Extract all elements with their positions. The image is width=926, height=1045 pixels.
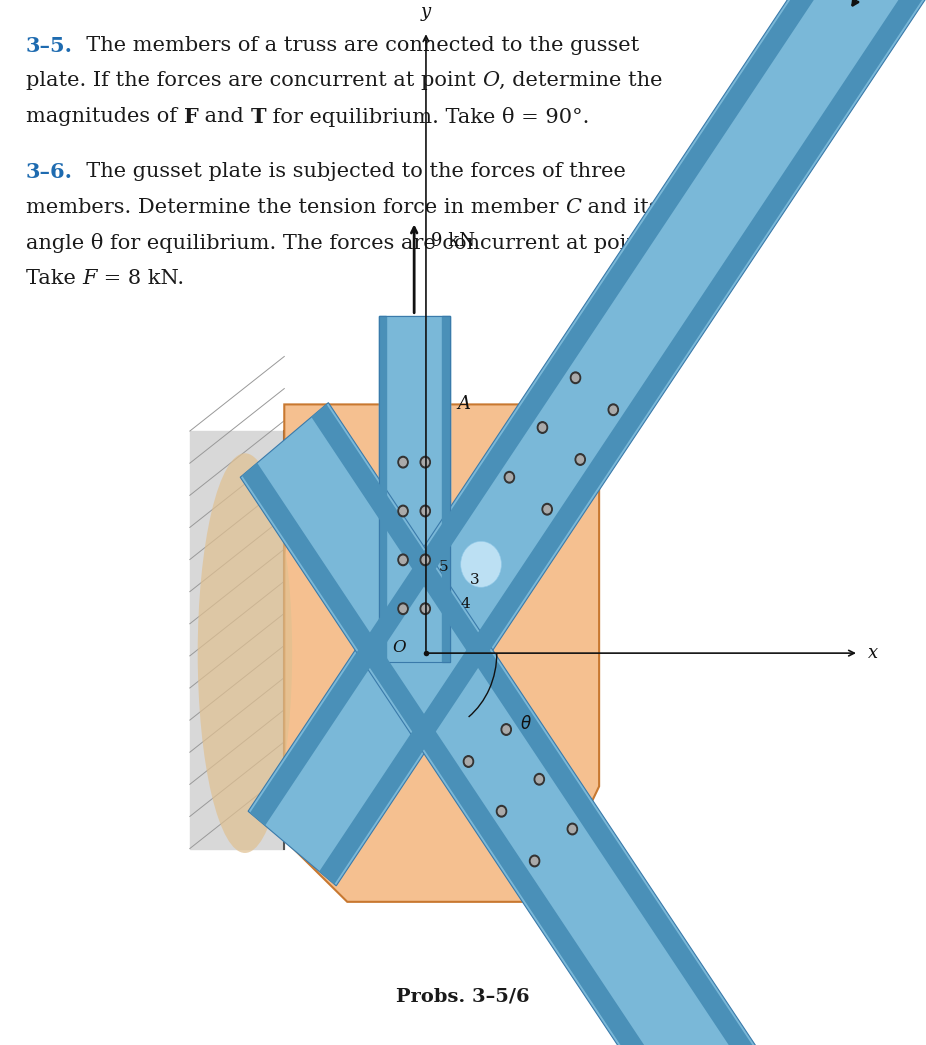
Polygon shape [284,404,599,902]
Circle shape [400,605,407,612]
Circle shape [398,457,408,468]
Circle shape [537,422,547,434]
Text: 3–5.: 3–5. [26,36,73,55]
Text: The gusset plate is subjected to the forces of three: The gusset plate is subjected to the for… [73,162,626,181]
Circle shape [496,806,507,817]
Circle shape [505,471,515,483]
Text: angle θ for equilibrium. The forces are concurrent at point: angle θ for equilibrium. The forces are … [26,233,655,253]
Text: A: A [457,395,470,414]
Text: T: T [251,107,267,126]
Text: magnitudes of: magnitudes of [26,107,183,125]
Circle shape [530,855,540,866]
Text: for equilibrium. Take θ = 90°.: for equilibrium. Take θ = 90°. [267,107,590,126]
Text: The members of a truss are connected to the gusset: The members of a truss are connected to … [73,36,639,54]
Circle shape [422,459,429,466]
Circle shape [569,826,576,833]
Circle shape [465,758,471,765]
Polygon shape [190,431,284,849]
Circle shape [420,554,431,565]
Text: members. Determine the tension force in member: members. Determine the tension force in … [26,198,565,216]
Text: Take: Take [26,269,82,287]
Circle shape [400,507,407,515]
Text: F: F [183,107,198,126]
Circle shape [507,473,513,481]
Circle shape [420,457,431,468]
Text: and its: and its [581,198,659,216]
Polygon shape [248,0,926,886]
Circle shape [460,541,501,587]
Circle shape [575,454,585,465]
Circle shape [568,823,578,835]
Text: 9 kN: 9 kN [431,232,475,250]
Ellipse shape [198,454,293,853]
Text: 5: 5 [439,560,448,574]
Circle shape [570,372,581,384]
Polygon shape [311,404,846,1045]
Text: and: and [198,107,251,125]
Text: y: y [421,3,431,21]
Circle shape [572,374,579,381]
Circle shape [503,726,509,734]
Circle shape [534,773,544,785]
Circle shape [610,407,617,414]
Circle shape [463,756,473,767]
Text: $\theta$: $\theta$ [520,715,532,734]
Text: plate. If the forces are concurrent at point: plate. If the forces are concurrent at p… [26,71,482,90]
Circle shape [536,775,543,783]
Text: , determine the: , determine the [499,71,663,90]
Circle shape [422,605,429,612]
Circle shape [539,424,545,432]
Polygon shape [250,0,879,826]
Circle shape [422,507,429,515]
Circle shape [542,504,552,515]
Polygon shape [443,316,450,663]
Circle shape [501,724,511,736]
Circle shape [398,603,408,614]
Circle shape [400,459,407,466]
Text: F: F [82,269,97,287]
Text: O: O [482,71,499,90]
Text: O: O [655,233,672,252]
Text: = 8 kN.: = 8 kN. [97,269,184,287]
Circle shape [532,857,538,864]
Circle shape [398,506,408,516]
Circle shape [544,506,550,513]
Text: x: x [869,644,878,663]
Text: 3: 3 [469,574,479,587]
Circle shape [422,556,429,563]
Polygon shape [242,463,777,1045]
Circle shape [420,506,431,516]
Circle shape [400,556,407,563]
Text: 3–6.: 3–6. [26,162,73,182]
Polygon shape [240,402,848,1045]
Text: O: O [392,640,406,656]
Polygon shape [379,316,450,663]
Text: C: C [565,198,581,216]
Text: Probs. 3–5/6: Probs. 3–5/6 [396,988,530,1005]
Circle shape [608,404,619,416]
Circle shape [498,808,505,815]
Polygon shape [379,316,386,663]
Polygon shape [319,0,926,884]
Text: 4: 4 [460,598,469,611]
Text: .: . [672,233,679,252]
Circle shape [577,456,583,463]
Circle shape [398,554,408,565]
Circle shape [420,603,431,614]
